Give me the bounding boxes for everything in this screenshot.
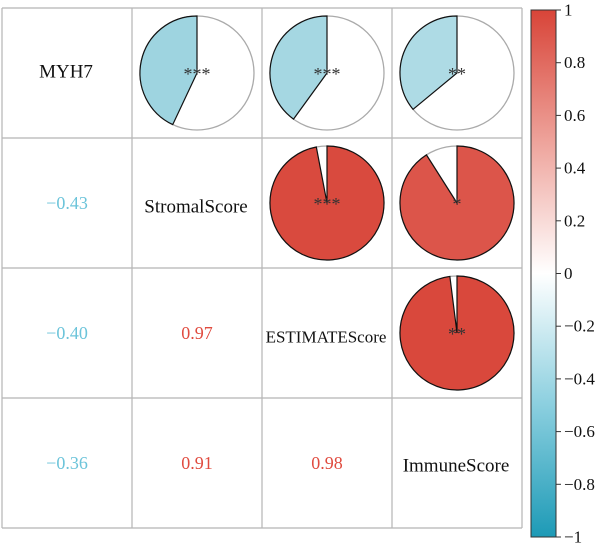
colorbar-tick-label: 0: [564, 264, 573, 283]
significance-stars: ***: [314, 64, 341, 84]
pie-slice: [269, 145, 385, 261]
coefficient-cells: −0.43 −0.40 −0.36 0.97 0.91 0.98: [46, 193, 343, 473]
coefficient-label: −0.36: [46, 453, 88, 473]
pie-cells: *** *** ***** ***: [139, 15, 515, 391]
colorbar-gradient: [530, 9, 557, 538]
pie-cell: ***: [269, 15, 385, 131]
colorbar-tick-label: 1: [564, 1, 573, 20]
significance-stars: **: [448, 324, 466, 344]
coefficient-label: −0.40: [46, 323, 88, 343]
significance-stars: *: [453, 194, 462, 214]
coefficient-label: 0.98: [311, 453, 343, 473]
pie-slice: [269, 15, 328, 120]
significance-stars: **: [448, 64, 466, 84]
pie-cell: **: [399, 15, 515, 131]
colorbar-tick-label: 0.8: [564, 53, 585, 72]
colorbar-tick-label: −0.8: [564, 475, 595, 494]
colorbar-tick-label: −0.2: [564, 317, 595, 336]
coefficient-label: 0.91: [181, 453, 213, 473]
pie-slice: [399, 145, 515, 261]
diagonal-labels: MYH7 StromalScore ESTIMATEScore ImmuneSc…: [39, 62, 509, 477]
pie-slice: [399, 275, 515, 391]
pie-cell: ***: [269, 145, 385, 261]
colorbar-tick-label: −0.6: [564, 422, 595, 441]
pie-cell: **: [399, 275, 515, 391]
colorbar-tick-label: −1: [564, 528, 582, 547]
diag-label-stromal: StromalScore: [144, 197, 247, 218]
significance-stars: ***: [184, 64, 211, 84]
coefficient-label: 0.97: [181, 323, 213, 343]
diag-label-myh7: MYH7: [39, 62, 93, 83]
colorbar-ticks: 1 0.8 0.6 0.4 0.2 0 −0.2 −0.4 −0.6 −0.8 −1: [556, 1, 595, 547]
significance-stars: ***: [314, 194, 341, 214]
pie-cell: *: [399, 145, 515, 261]
coefficient-label: −0.43: [46, 193, 88, 213]
colorbar: 1 0.8 0.6 0.4 0.2 0 −0.2 −0.4 −0.6 −0.8 −1: [530, 1, 595, 547]
colorbar-tick-label: 0.2: [564, 211, 585, 230]
pie-slice: [399, 15, 458, 111]
pie-cell: ***: [139, 15, 255, 131]
diag-label-estimate: ESTIMATEScore: [266, 328, 387, 347]
matrix-grid: [1, 7, 523, 529]
pie-slice: [139, 15, 198, 126]
colorbar-tick-label: 0.6: [564, 106, 585, 125]
colorbar-tick-label: 0.4: [564, 159, 586, 178]
colorbar-tick-label: −0.4: [564, 369, 595, 388]
diag-label-immune: ImmuneScore: [403, 456, 510, 477]
